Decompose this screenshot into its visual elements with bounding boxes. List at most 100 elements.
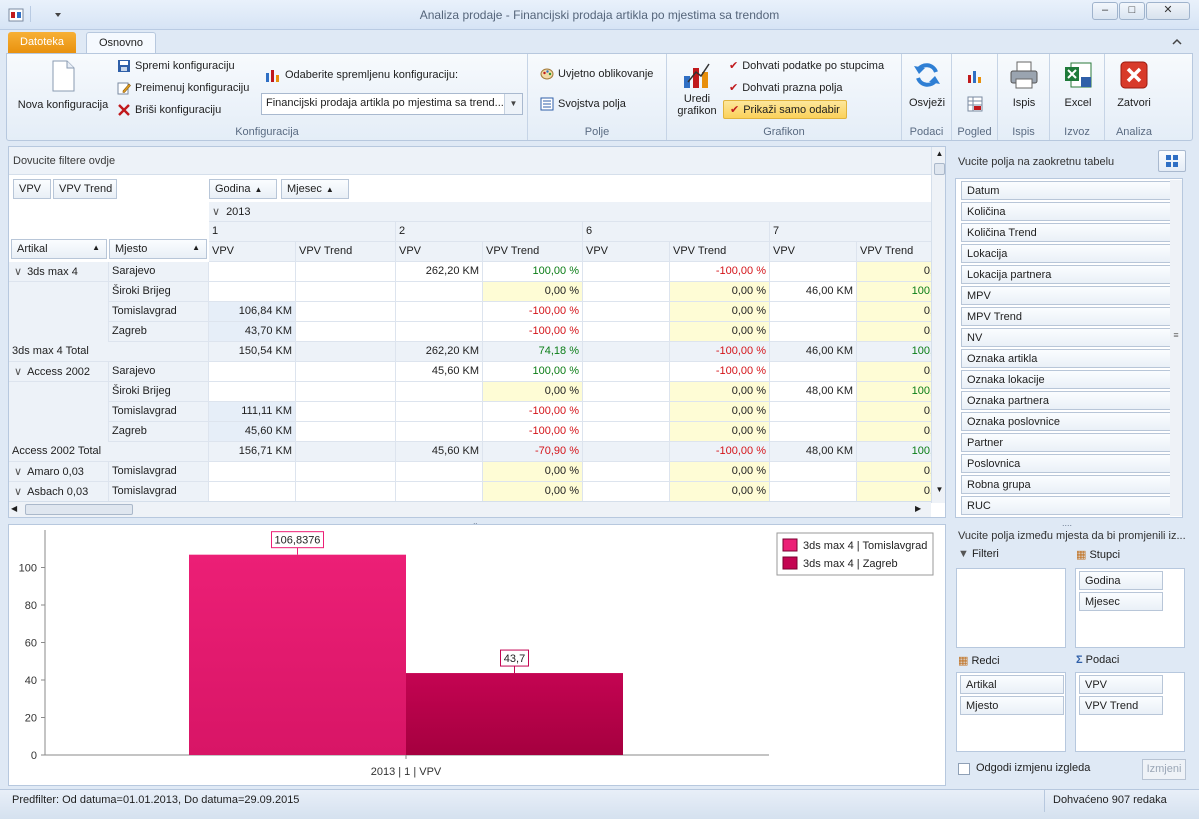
data-cell[interactable] [770, 422, 857, 442]
app-icon[interactable] [8, 7, 24, 23]
collapse-icon[interactable]: ∨ [14, 366, 23, 378]
data-cell[interactable] [583, 262, 670, 282]
legend-entry[interactable]: 3ds max 4 | Tomislavgrad [803, 540, 927, 552]
podaci-field-vpv-trend[interactable]: VPV Trend [1079, 696, 1163, 715]
stupci-field-mjesec[interactable]: Mjesec [1079, 592, 1163, 611]
month-header[interactable]: 7 [770, 222, 937, 242]
row-mjesto[interactable]: Tomislavgrad [109, 402, 209, 422]
spremi-konfiguraciju-button[interactable]: Spremi konfiguraciju [117, 59, 235, 73]
data-cell[interactable] [583, 462, 670, 482]
data-cell[interactable]: -100,00 % [670, 362, 770, 382]
measure-header[interactable]: VPV [770, 242, 857, 262]
data-field-button[interactable]: VPV [13, 179, 51, 199]
zatvori-button[interactable]: Zatvori [1109, 60, 1159, 109]
close-window-button[interactable]: ✕ [1146, 2, 1190, 20]
row-mjesto[interactable]: Široki Brijeg [109, 282, 209, 302]
redci-field-mjesto[interactable]: Mjesto [960, 696, 1064, 715]
data-cell[interactable]: 156,71 KM [209, 442, 296, 462]
bar[interactable] [189, 554, 406, 755]
data-cell[interactable]: 100,00 % [483, 362, 583, 382]
data-cell[interactable]: 0,00 % [670, 382, 770, 402]
dohvati-po-stupcima-toggle[interactable]: ✔ Dohvati podatke po stupcima [729, 59, 884, 72]
vertical-scroll-thumb[interactable] [934, 163, 945, 175]
data-cell[interactable] [296, 482, 396, 502]
field-item[interactable]: Lokacija partnera [961, 265, 1171, 284]
redci-drop-zone[interactable]: Artikal Mjesto [956, 672, 1066, 752]
row-artikal[interactable]: ∨ Amaro 0,03 [9, 462, 109, 482]
data-cell[interactable] [770, 362, 857, 382]
data-cell[interactable]: 0, [857, 262, 937, 282]
row-total-label[interactable]: Access 2002 Total [9, 442, 209, 462]
data-cell[interactable] [209, 362, 296, 382]
select-arrow-icon[interactable]: ▼ [504, 94, 522, 114]
row-artikal[interactable] [9, 302, 109, 322]
row-artikal[interactable] [9, 282, 109, 302]
scroll-grip-icon[interactable]: ≡ [1173, 330, 1179, 340]
data-cell[interactable]: 0, [857, 422, 937, 442]
data-cell[interactable] [396, 382, 483, 402]
data-cell[interactable]: 45,60 KM [209, 422, 296, 442]
data-cell[interactable]: 150,54 KM [209, 342, 296, 362]
scroll-down-icon[interactable]: ▼ [935, 485, 944, 494]
data-cell[interactable]: 100,00 % [483, 262, 583, 282]
row-mjesto[interactable]: Tomislavgrad [109, 462, 209, 482]
data-cell[interactable]: 48,00 KM [770, 382, 857, 402]
row-artikal[interactable]: ∨ Asbach 0,03 [9, 482, 109, 502]
data-cell[interactable]: 0,00 % [670, 322, 770, 342]
podaci-field-vpv[interactable]: VPV [1079, 675, 1163, 694]
data-cell[interactable] [770, 262, 857, 282]
data-cell[interactable] [583, 402, 670, 422]
scroll-right-icon[interactable]: ▶ [915, 504, 922, 513]
data-cell[interactable]: 45,60 KM [396, 362, 483, 382]
data-cell[interactable] [583, 482, 670, 502]
excel-export-button[interactable]: Excel [1053, 60, 1103, 109]
data-cell[interactable] [583, 302, 670, 322]
scroll-left-icon[interactable]: ◀ [11, 504, 18, 513]
field-item[interactable]: Oznaka lokacije [961, 370, 1171, 389]
data-cell[interactable]: -100,00 % [670, 262, 770, 282]
stupci-field-godina[interactable]: Godina [1079, 571, 1163, 590]
data-cell[interactable] [209, 382, 296, 402]
dohvati-prazna-polja-toggle[interactable]: ✔ Dohvati prazna polja [729, 81, 843, 94]
tab-osnovno[interactable]: Osnovno [86, 32, 157, 54]
preimenuj-konfiguraciju-button[interactable]: Preimenuj konfiguraciju [117, 81, 249, 95]
field-item[interactable]: Poslovnica [961, 454, 1171, 473]
field-list-scrollbar[interactable]: ≡ [1170, 180, 1182, 516]
stupci-drop-zone[interactable]: Godina Mjesec [1075, 568, 1185, 648]
data-cell[interactable] [396, 402, 483, 422]
row-mjesto[interactable]: Zagreb [109, 422, 209, 442]
row-total-label[interactable]: 3ds max 4 Total [9, 342, 209, 362]
brisi-konfiguraciju-button[interactable]: Briši konfiguraciju [117, 103, 221, 117]
nova-konfiguracija-button[interactable]: Nova konfiguracija [13, 60, 113, 111]
row-mjesto[interactable]: Tomislavgrad [109, 302, 209, 322]
data-cell[interactable]: 100, [857, 342, 937, 362]
data-cell[interactable]: 106,84 KM [209, 302, 296, 322]
data-cell[interactable]: 0, [857, 462, 937, 482]
data-cell[interactable] [583, 442, 670, 462]
data-cell[interactable] [583, 422, 670, 442]
splitter-grip-icon[interactable]: ⌄ [472, 518, 479, 527]
field-item[interactable]: Količina Trend [961, 223, 1171, 242]
data-cell[interactable] [296, 302, 396, 322]
data-cell[interactable]: 0, [857, 482, 937, 502]
column-field-button[interactable]: Mjesec ▲ [281, 179, 349, 199]
data-cell[interactable]: -100,00 % [483, 402, 583, 422]
data-cell[interactable]: 262,20 KM [396, 262, 483, 282]
data-cell[interactable]: 0,00 % [483, 482, 583, 502]
data-cell[interactable]: 100, [857, 382, 937, 402]
row-field-button[interactable]: Mjesto ▲ [109, 239, 207, 259]
data-cell[interactable] [396, 302, 483, 322]
measure-header[interactable]: VPV [209, 242, 296, 262]
data-cell[interactable] [770, 462, 857, 482]
data-cell[interactable]: 111,11 KM [209, 402, 296, 422]
data-cell[interactable] [209, 262, 296, 282]
month-header[interactable]: 1 [209, 222, 396, 242]
data-cell[interactable] [770, 482, 857, 502]
data-cell[interactable] [396, 282, 483, 302]
data-cell[interactable]: 0, [857, 322, 937, 342]
data-cell[interactable] [209, 282, 296, 302]
row-artikal[interactable]: ∨ 3ds max 4 [9, 262, 109, 282]
data-cell[interactable] [296, 342, 396, 362]
prikazi-samo-odabir-toggle[interactable]: ✔ Prikaži samo odabir [723, 100, 847, 119]
data-cell[interactable]: 45,60 KM [396, 442, 483, 462]
